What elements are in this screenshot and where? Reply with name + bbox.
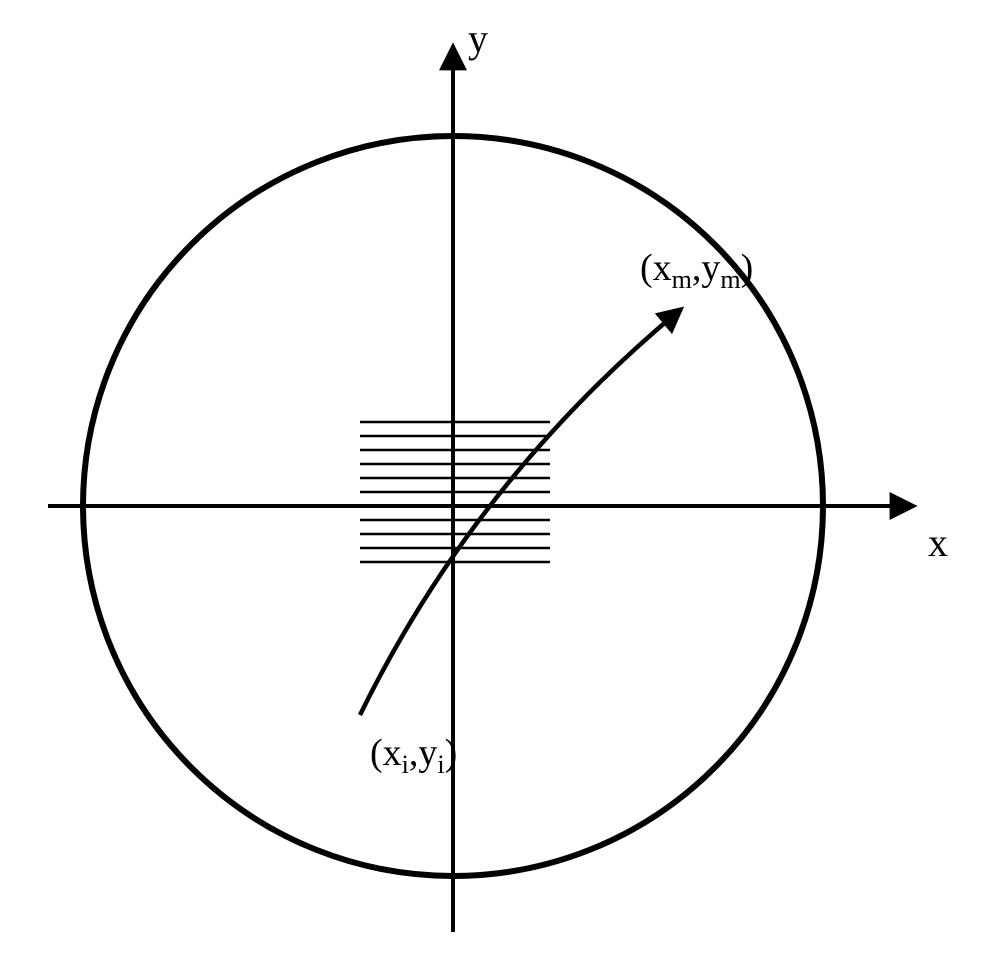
label-sub: i <box>402 750 409 779</box>
label-sub: m <box>672 265 692 294</box>
label-sub: m <box>720 265 740 294</box>
x-axis-label: x <box>928 520 948 565</box>
label-part: ,y <box>692 247 721 289</box>
vector-start-label: (xi,yi) <box>370 732 457 779</box>
label-part: ) <box>445 732 458 774</box>
label-part: (x <box>640 247 672 289</box>
vector-arrow <box>360 310 680 715</box>
y-axis-label: y <box>468 16 488 61</box>
label-sub: i <box>437 750 444 779</box>
label-part: (x <box>370 732 402 774</box>
label-part: ) <box>741 247 754 289</box>
vector-end-label: (xm,ym) <box>640 247 753 294</box>
label-part: ,y <box>409 732 438 774</box>
